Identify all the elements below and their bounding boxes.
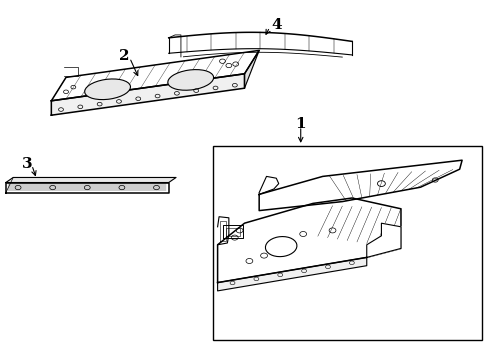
Text: 3: 3 [21, 157, 32, 171]
Polygon shape [259, 160, 461, 211]
Ellipse shape [84, 79, 130, 100]
Polygon shape [168, 32, 351, 55]
Polygon shape [6, 183, 168, 193]
Text: 2: 2 [119, 49, 130, 63]
Polygon shape [217, 198, 400, 283]
Polygon shape [6, 177, 176, 183]
Polygon shape [244, 50, 259, 88]
Text: 1: 1 [295, 117, 305, 131]
Bar [212, 146, 481, 340]
Text: 4: 4 [270, 18, 281, 32]
Polygon shape [217, 257, 366, 291]
Polygon shape [51, 74, 244, 115]
Polygon shape [366, 223, 400, 257]
Polygon shape [51, 50, 259, 101]
Ellipse shape [167, 69, 213, 90]
